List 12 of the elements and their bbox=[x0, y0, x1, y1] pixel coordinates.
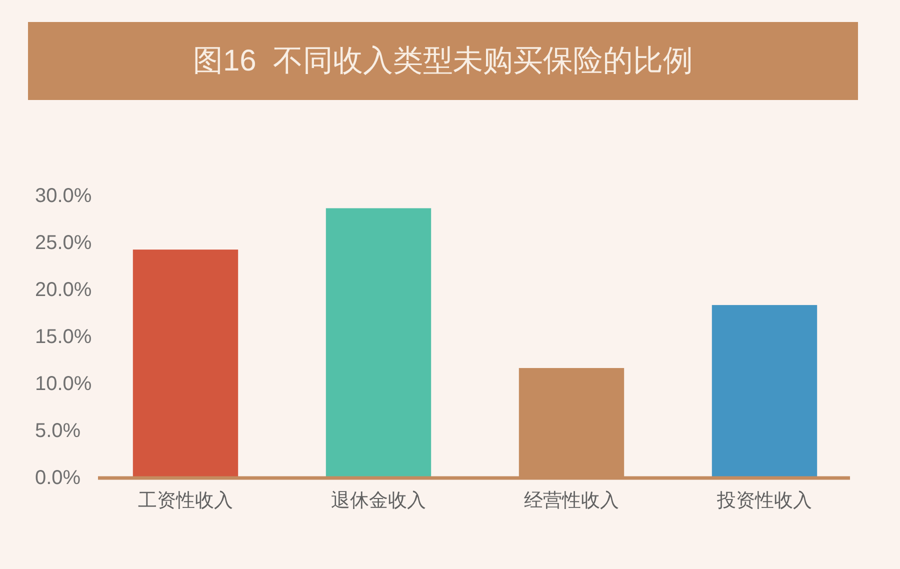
x-tick-label: 投资性收入 bbox=[717, 490, 812, 512]
y-tick-label: 10.0% bbox=[35, 373, 92, 395]
x-tick-label: 工资性收入 bbox=[138, 490, 233, 512]
y-tick-label: 15.0% bbox=[35, 326, 92, 348]
x-tick-label: 退休金收入 bbox=[331, 490, 426, 512]
y-tick-label: 0.0% bbox=[35, 467, 81, 489]
y-tick-label: 20.0% bbox=[35, 279, 92, 301]
y-tick-label: 30.0% bbox=[35, 185, 92, 207]
y-tick-label: 5.0% bbox=[35, 420, 81, 442]
chart-title: 图16 不同收入类型未购买保险的比例 bbox=[192, 44, 694, 78]
y-tick-label: 25.0% bbox=[35, 232, 92, 254]
x-tick-label: 经营性收入 bbox=[524, 490, 619, 512]
